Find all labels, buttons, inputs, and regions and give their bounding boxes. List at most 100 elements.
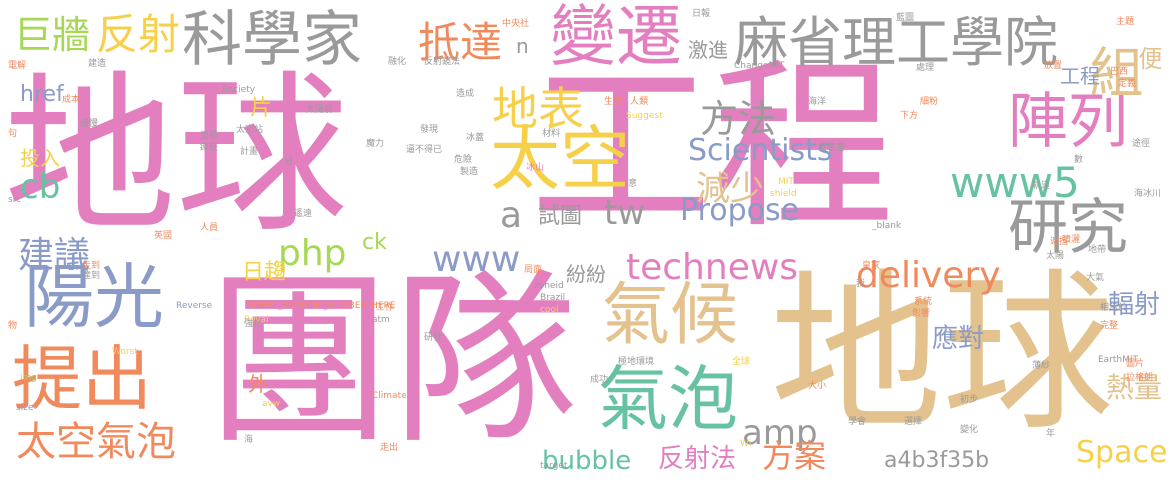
cloud-word: 太陽能 (306, 105, 334, 115)
cloud-word: 選擇 (904, 417, 923, 427)
cloud-word: 英國 (154, 231, 173, 241)
cloud-word: technews (626, 247, 799, 288)
cloud-word: 走出 (380, 443, 399, 453)
cloud-word: amp (742, 413, 818, 453)
cloud-word: 反射 (96, 10, 181, 59)
cloud-word: 相當於 (1100, 303, 1128, 313)
cloud-word: 日報 (692, 9, 711, 19)
cloud-word: EarthMIT (1098, 355, 1139, 365)
cloud-word: 途徑 (1132, 139, 1151, 149)
cloud-word: 達到 (82, 271, 101, 281)
cloud-word: 太空 (490, 118, 630, 200)
cloud-word: 年 (1046, 429, 1056, 439)
cloud-word: 太陽 (1046, 251, 1065, 261)
cloud-word: 巨牆 (14, 13, 91, 57)
cloud-word: 意 (628, 179, 638, 189)
cloud-word: 魔力 (366, 139, 385, 149)
cloud-word: 工程 (1060, 64, 1100, 88)
cloud-word: 建議 (18, 235, 91, 276)
cloud-word: 成本 (62, 95, 81, 105)
cloud-word: 片 (250, 96, 273, 121)
cloud-word: Brazil (540, 293, 566, 303)
cloud-word: 方法 (700, 97, 777, 141)
cloud-word: 數 (1074, 155, 1084, 165)
cloud-word: 地球 (4, 55, 348, 256)
cloud-word: 學會 (848, 417, 867, 427)
cloud-word: 熱量 (1106, 371, 1163, 404)
cloud-word: 工程 (530, 41, 894, 253)
cloud-word: Space (1076, 435, 1168, 470)
cloud-word: 海 (244, 435, 254, 445)
cloud-word: 紛紛 (566, 262, 606, 286)
cloud-word: cb (20, 167, 61, 207)
cloud-word: 便 (1134, 46, 1162, 70)
cloud-word: 發現 (420, 125, 439, 135)
cloud-word: 定義 (1118, 79, 1137, 89)
cloud-word: www (432, 239, 521, 280)
cloud-word: 地帶 (1088, 245, 1107, 255)
cloud-word: 走到 (82, 261, 101, 271)
cloud-word: Worst (112, 347, 138, 357)
cloud-word: 反射鏡法 (424, 57, 461, 67)
cloud-word: 分 (284, 157, 294, 167)
cloud-word: 噴灑 (1062, 235, 1081, 245)
cloud-word: 我 (856, 279, 866, 289)
cloud-word: img (20, 373, 37, 383)
cloud-word: 工作 (376, 303, 395, 313)
cloud-word: 大小 (808, 381, 827, 391)
cloud-word: php (278, 233, 347, 274)
cloud-word: 物 (8, 321, 18, 331)
cloud-word: a4b3f35b (884, 448, 990, 473)
cloud-word: target (540, 461, 568, 471)
cloud-word: 圖片 (1126, 359, 1145, 369)
cloud-word: 地表 (492, 82, 584, 136)
cloud-word: 冰蓋 (466, 133, 485, 143)
cloud-word: href (20, 82, 64, 107)
cloud-word: 冰山 (526, 163, 545, 173)
cloud-word: www5 (950, 158, 1080, 207)
cloud-word: tw (604, 193, 646, 233)
cloud-word: 麻省理工學院 (734, 11, 1058, 74)
cloud-word: 日趨 (242, 260, 287, 285)
cloud-word: avw (262, 399, 281, 409)
cloud-word: 外 (248, 372, 268, 396)
cloud-word: 人員 (200, 223, 219, 233)
cloud-word: MIT (778, 177, 794, 187)
cloud-word: 方案 (762, 437, 827, 475)
cloud-word: 生物 (604, 97, 623, 107)
cloud-word: src (8, 195, 22, 205)
cloud-word: zoneid (534, 281, 564, 291)
cloud-word: 極地 (618, 357, 637, 367)
cloud-word: 建造 (88, 59, 107, 69)
cloud-word: 強化 (244, 319, 263, 329)
cloud-word: Climate (372, 391, 407, 401)
cloud-word: 研發 (424, 333, 443, 343)
cloud-word: 瘋狂 (200, 143, 219, 153)
cloud-word: 人類 (630, 97, 649, 107)
cloud-word: 電解 (8, 61, 27, 71)
cloud-word: 句 (8, 129, 18, 139)
cloud-word: 緩慢 (80, 119, 99, 129)
cloud-word: _blank (872, 221, 902, 231)
cloud-word: 投入 (20, 146, 60, 170)
cloud-word: 局面 (524, 265, 543, 275)
cloud-word: 軌道 (1032, 181, 1051, 191)
cloud-word: 變遷 (550, 0, 682, 75)
cloud-word: shield (770, 189, 797, 199)
cloud-word: 科學家 (182, 5, 362, 75)
cloud-word: 遮擋 (1050, 237, 1069, 247)
cloud-word: 材料 (542, 129, 561, 139)
cloud-word: Reverse (176, 301, 213, 311)
cloud-word: 影響 (912, 309, 931, 319)
cloud-word: 逼不得已 (406, 145, 443, 155)
cloud-word: 拉格朗 (1126, 373, 1154, 383)
cloud-word: 計畫 (240, 147, 259, 157)
cloud-word: 完整 (1100, 321, 1119, 331)
cloud-word: Suggest (626, 111, 663, 121)
cloud-word: 製造 (460, 167, 479, 177)
cloud-word: 變化 (960, 425, 979, 435)
cloud-word: 中央社 (502, 19, 530, 29)
cloud-word: 地球 (770, 253, 1114, 454)
cloud-word: 系統 (914, 297, 933, 307)
